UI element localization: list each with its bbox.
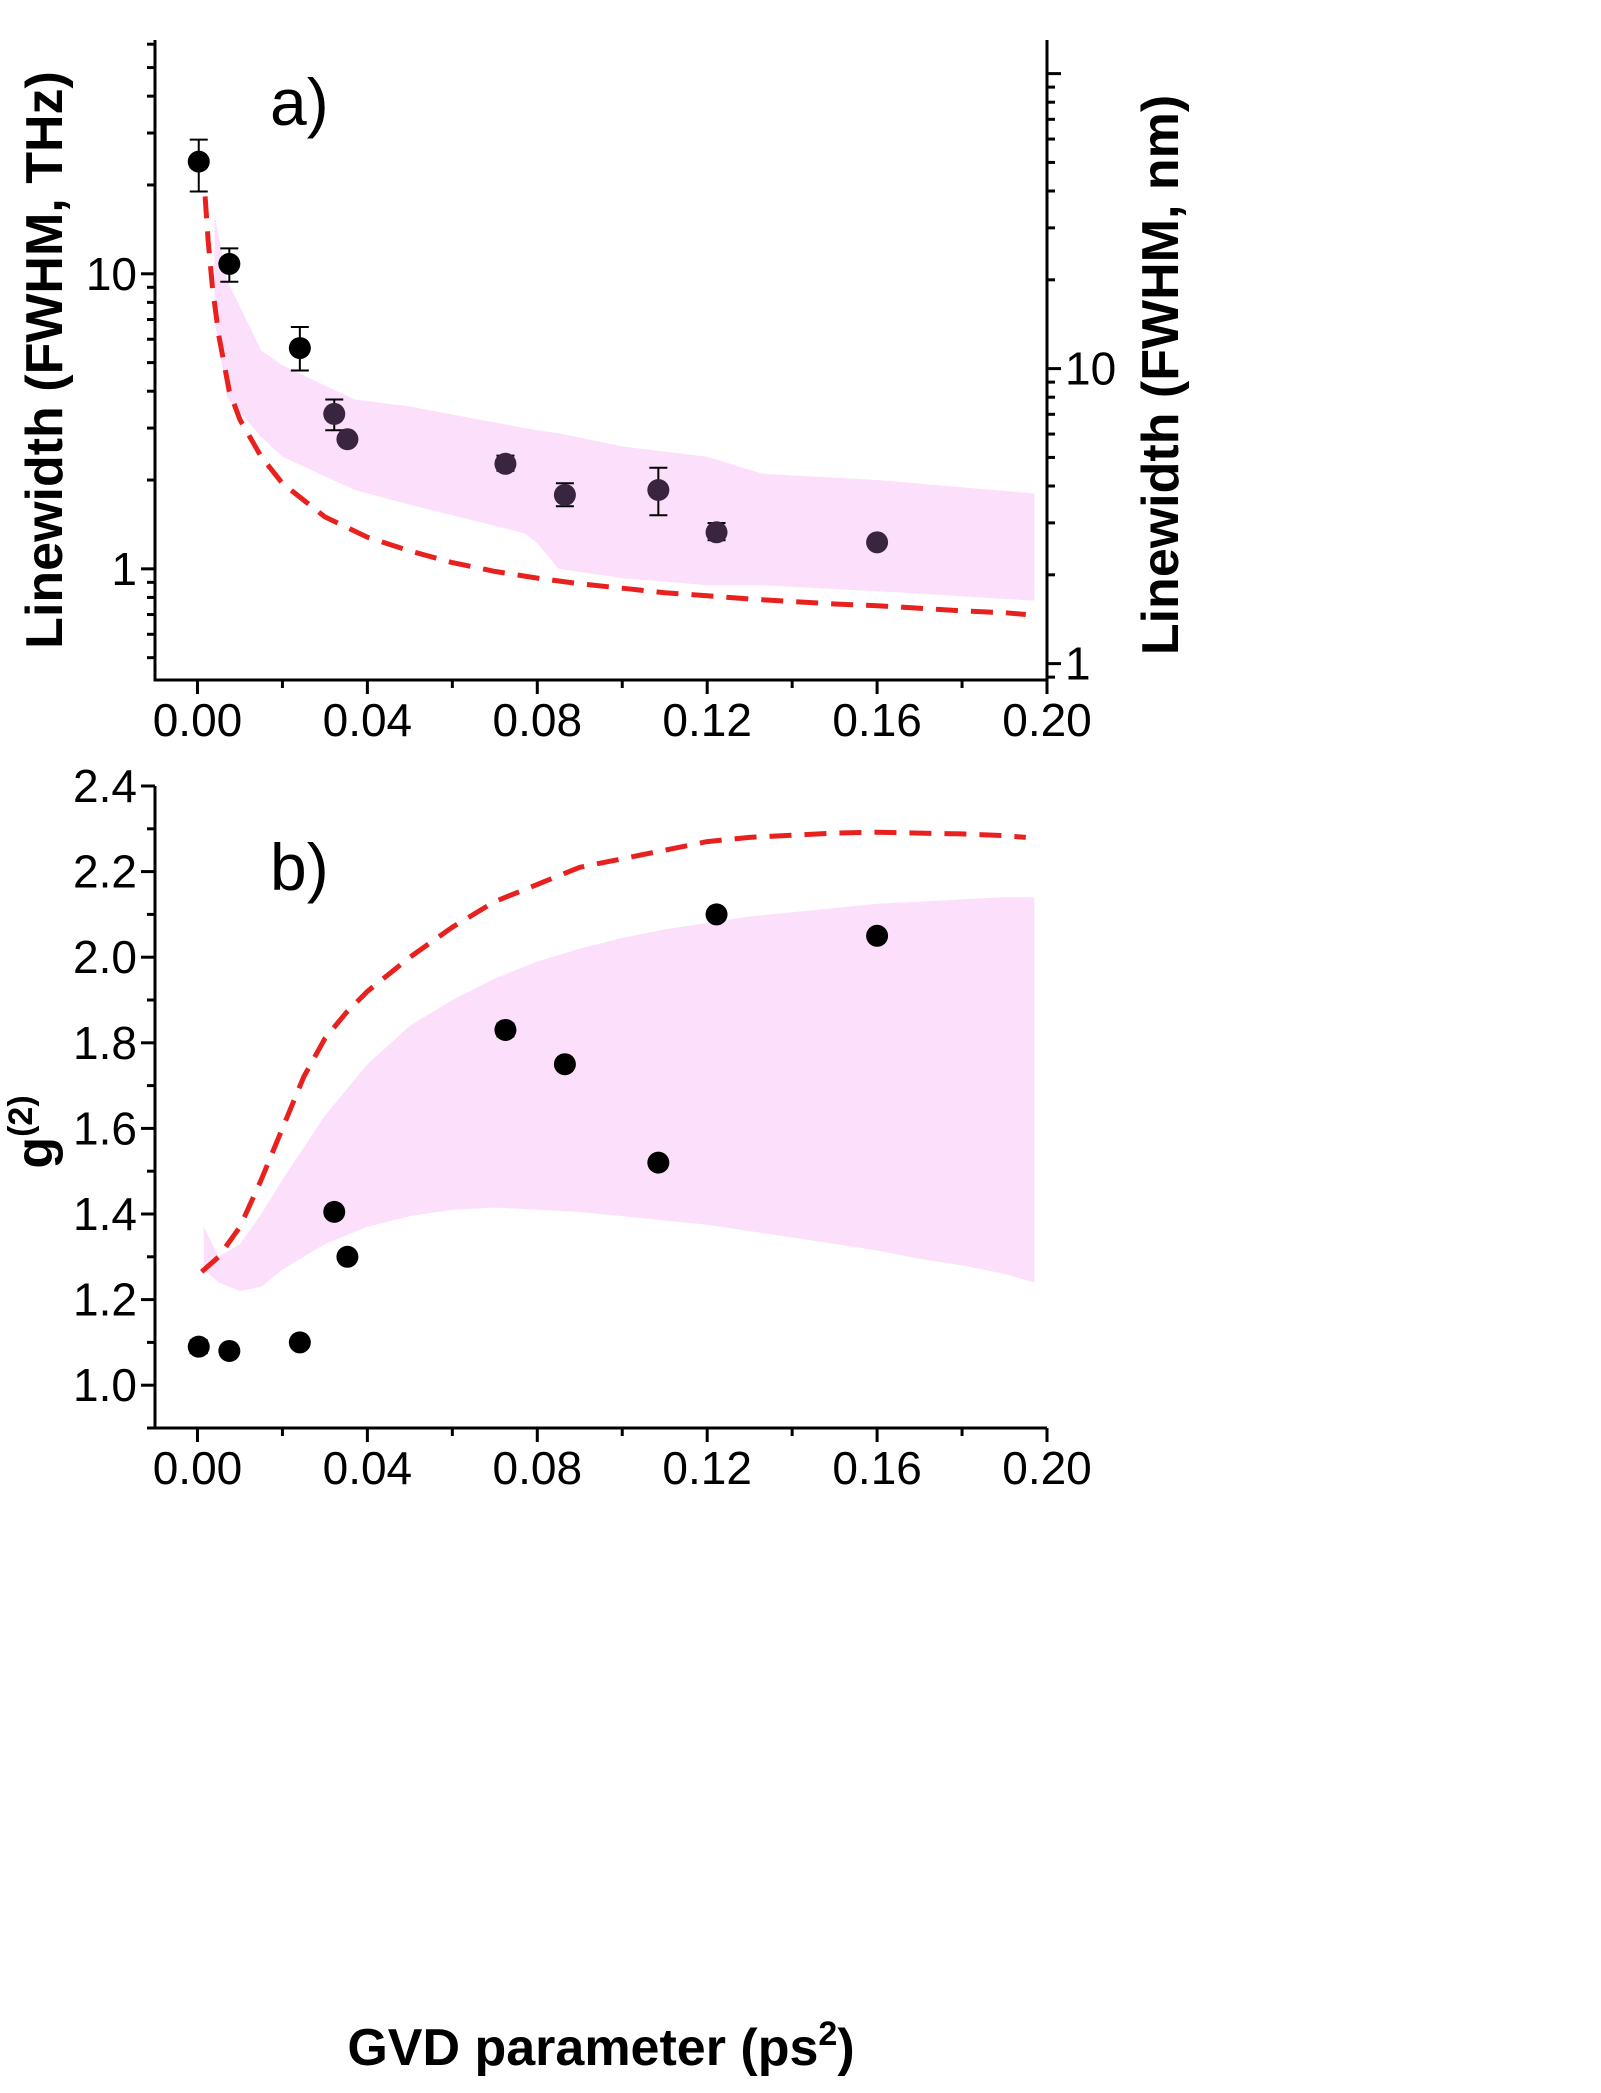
y-tick-label: 2.2 bbox=[73, 846, 137, 898]
axis-frame bbox=[153, 40, 1049, 682]
x-axis-title-sup: 2 bbox=[818, 2015, 837, 2053]
y-tick-label: 2.4 bbox=[73, 760, 137, 812]
data-point bbox=[705, 903, 728, 926]
x-tick-label: 0.08 bbox=[493, 694, 583, 746]
y-right-tick-label: 1 bbox=[1065, 638, 1091, 690]
y-axis-title-main: g bbox=[6, 1137, 64, 1169]
data-point bbox=[288, 337, 311, 360]
x-tick-label: 0.04 bbox=[323, 1442, 413, 1494]
data-point bbox=[866, 924, 889, 947]
data-point bbox=[288, 1331, 311, 1354]
simulation-band bbox=[214, 213, 1035, 601]
simulation-band bbox=[203, 897, 1035, 1291]
x-tick-label: 0.16 bbox=[832, 1442, 922, 1494]
y-left-tick-label: 10 bbox=[86, 248, 137, 300]
panel-b: 0.00 0.04 0.08 0.12 0.16 0.20 1.0 1.2 1.4 1.6 1.8 2… bbox=[2, 760, 1092, 2077]
x-tick-label: 0.04 bbox=[323, 694, 413, 746]
panel-label-a: a) bbox=[270, 65, 329, 139]
data-point bbox=[218, 252, 241, 275]
data-point bbox=[323, 1200, 346, 1223]
x-tick-label: 0.20 bbox=[1002, 694, 1092, 746]
x-axis-title: GVD parameter (ps2) bbox=[347, 2015, 854, 2077]
y-tick-label: 1.4 bbox=[73, 1188, 137, 1240]
data-point bbox=[647, 479, 670, 502]
x-axis-title-main: GVD parameter (ps bbox=[347, 2019, 818, 2077]
data-point bbox=[647, 1151, 670, 1174]
y-tick-label: 1.2 bbox=[73, 1274, 137, 1326]
y-tick-label: 1.8 bbox=[73, 1017, 137, 1069]
data-point bbox=[494, 1018, 517, 1041]
theory-dashed-line bbox=[202, 196, 1027, 617]
data-point bbox=[187, 1335, 210, 1358]
x-tick-label: 0.00 bbox=[153, 1442, 243, 1494]
y-axis-title: g(2) bbox=[2, 1095, 64, 1168]
y-right-axis-title: Linewidth (FWHM, nm) bbox=[1132, 95, 1190, 655]
data-point bbox=[494, 452, 517, 475]
data-point bbox=[336, 428, 359, 451]
y-tick-label: 1.6 bbox=[73, 1102, 137, 1154]
y-axis-title-sup: (2) bbox=[2, 1095, 40, 1137]
data-point bbox=[187, 150, 210, 173]
y-tick-label: 2.0 bbox=[73, 931, 137, 983]
x-tick-label: 0.12 bbox=[662, 694, 752, 746]
panel-a: 0.00 0.04 0.08 0.12 0.16 0.20110110Linewidth … bbox=[16, 40, 1190, 746]
x-tick-label: 0.20 bbox=[1002, 1442, 1092, 1494]
data-point bbox=[866, 531, 889, 554]
panel-label-b: b) bbox=[270, 830, 329, 904]
y-tick-label: 1.0 bbox=[73, 1359, 137, 1411]
data-point bbox=[553, 1053, 576, 1076]
data-point bbox=[323, 402, 346, 425]
data-point bbox=[336, 1245, 359, 1268]
x-tick-label: 0.00 bbox=[153, 694, 243, 746]
y-right-tick-label: 10 bbox=[1065, 343, 1116, 395]
y-left-axis-title: Linewidth (FWHM, THz) bbox=[16, 71, 74, 649]
x-axis-title-end: ) bbox=[837, 2019, 854, 2077]
data-point bbox=[553, 483, 576, 506]
theory-dashed-line bbox=[200, 829, 1027, 1274]
x-tick-label: 0.16 bbox=[832, 694, 922, 746]
x-tick-label: 0.08 bbox=[493, 1442, 583, 1494]
data-point bbox=[705, 521, 728, 544]
x-tick-label: 0.12 bbox=[662, 1442, 752, 1494]
data-point bbox=[218, 1339, 241, 1362]
y-left-tick-label: 1 bbox=[111, 543, 137, 595]
